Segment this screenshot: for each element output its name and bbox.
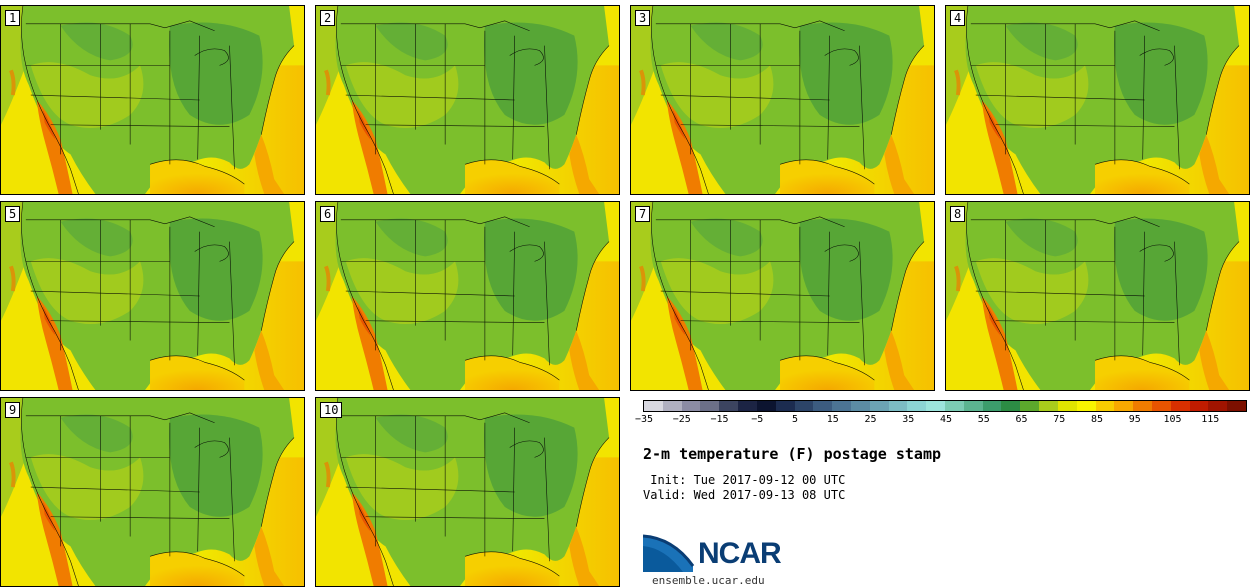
- colorbar-tick-label: 95: [1128, 414, 1141, 425]
- colorbar-segment: [644, 401, 663, 411]
- colorbar-segment: [738, 401, 757, 411]
- temperature-map: [1, 398, 304, 586]
- colorbar-segment: [1227, 401, 1246, 411]
- colorbar-tick-label: 55: [977, 414, 990, 425]
- colorbar-segment: [869, 401, 889, 411]
- temperature-map: [631, 6, 934, 194]
- colorbar-segment: [756, 401, 776, 411]
- colorbar-segment: [926, 401, 945, 411]
- colorbar-segment: [1076, 401, 1096, 411]
- colorbar-segment: [1020, 401, 1040, 411]
- colorbar-tick-label: 45: [939, 414, 953, 425]
- colorbar-tick-label: −15: [710, 414, 729, 425]
- colorbar-tick-label: 75: [1053, 414, 1066, 425]
- colorbar-segment: [813, 401, 833, 411]
- colorbar-segment: [1189, 401, 1209, 411]
- member-panel: 5: [0, 201, 305, 391]
- colorbar-segment: [832, 401, 851, 411]
- colorbar-segment: [662, 401, 682, 411]
- temperature-map: [316, 398, 619, 586]
- colorbar-segment: [1151, 401, 1171, 411]
- colorbar-segment: [963, 401, 983, 411]
- temperature-colorbar: [643, 400, 1247, 412]
- member-number: 5: [5, 206, 21, 222]
- member-number: 9: [5, 402, 21, 418]
- colorbar-tick-label: 85: [1090, 414, 1104, 425]
- temperature-map: [1, 6, 304, 194]
- init-time: Init: Tue 2017-09-12 00 UTC: [643, 473, 846, 487]
- member-number: 8: [950, 206, 966, 222]
- member-panel: 9: [0, 397, 305, 587]
- colorbar-tick-label: −25: [672, 414, 691, 425]
- colorbar-segment: [907, 401, 927, 411]
- ensemble-url: ensemble.ucar.edu: [652, 574, 765, 587]
- member-panel: 7: [630, 201, 935, 391]
- colorbar-segment: [945, 401, 964, 411]
- colorbar-segment: [982, 401, 1002, 411]
- colorbar-tick-label: 25: [864, 414, 877, 425]
- temperature-map: [316, 6, 619, 194]
- ncar-logo-icon: [643, 534, 695, 572]
- temperature-map: [316, 202, 619, 390]
- colorbar-tick-label: 65: [1015, 414, 1028, 425]
- colorbar-segment: [681, 401, 701, 411]
- colorbar-segment: [888, 401, 908, 411]
- temperature-map: [946, 202, 1249, 390]
- colorbar-tick-label: −35: [634, 414, 654, 425]
- member-number: 10: [320, 402, 343, 418]
- colorbar-segment: [775, 401, 795, 411]
- colorbar-tick-label: 105: [1163, 414, 1182, 425]
- member-panel: 1: [0, 5, 305, 195]
- colorbar-segment: [1114, 401, 1134, 411]
- colorbar-tick-label: 35: [902, 414, 915, 425]
- colorbar-segment: [1057, 401, 1077, 411]
- ncar-logo-text: NCAR: [698, 537, 782, 570]
- member-panel: 2: [315, 5, 620, 195]
- temperature-map: [946, 6, 1249, 194]
- colorbar-tick-label: 15: [826, 414, 839, 425]
- colorbar-tick-label: −5: [751, 414, 764, 425]
- colorbar-segment: [794, 401, 814, 411]
- member-number: 3: [635, 10, 651, 26]
- colorbar-segment: [1133, 401, 1152, 411]
- colorbar-segment: [1170, 401, 1190, 411]
- colorbar-segment: [719, 401, 739, 411]
- member-panel: 3: [630, 5, 935, 195]
- chart-title: 2-m temperature (F) postage stamp: [643, 445, 942, 463]
- member-number: 1: [5, 10, 21, 26]
- colorbar-segment: [850, 401, 870, 411]
- colorbar-tick-label: 115: [1201, 414, 1220, 425]
- member-panel: 4: [945, 5, 1250, 195]
- member-panel: 6: [315, 201, 620, 391]
- member-number: 6: [320, 206, 336, 222]
- temperature-map: [631, 202, 934, 390]
- member-panel: 8: [945, 201, 1250, 391]
- temperature-map: [1, 202, 304, 390]
- colorbar-tick-labels: −35 −25 −15 −5 5 15 25 35 45 55 65 75 85 95 105 115: [635, 414, 1247, 428]
- colorbar-segment: [1039, 401, 1058, 411]
- colorbar-segment: [1095, 401, 1115, 411]
- member-panel: 10: [315, 397, 620, 587]
- member-number: 2: [320, 10, 336, 26]
- colorbar-segment: [700, 401, 720, 411]
- valid-time: Valid: Wed 2017-09-13 08 UTC: [643, 488, 846, 502]
- colorbar-segment: [1001, 401, 1021, 411]
- member-number: 4: [950, 10, 966, 26]
- colorbar-tick-label: 5: [791, 414, 799, 425]
- colorbar-segment: [1208, 401, 1228, 411]
- member-number: 7: [635, 206, 651, 222]
